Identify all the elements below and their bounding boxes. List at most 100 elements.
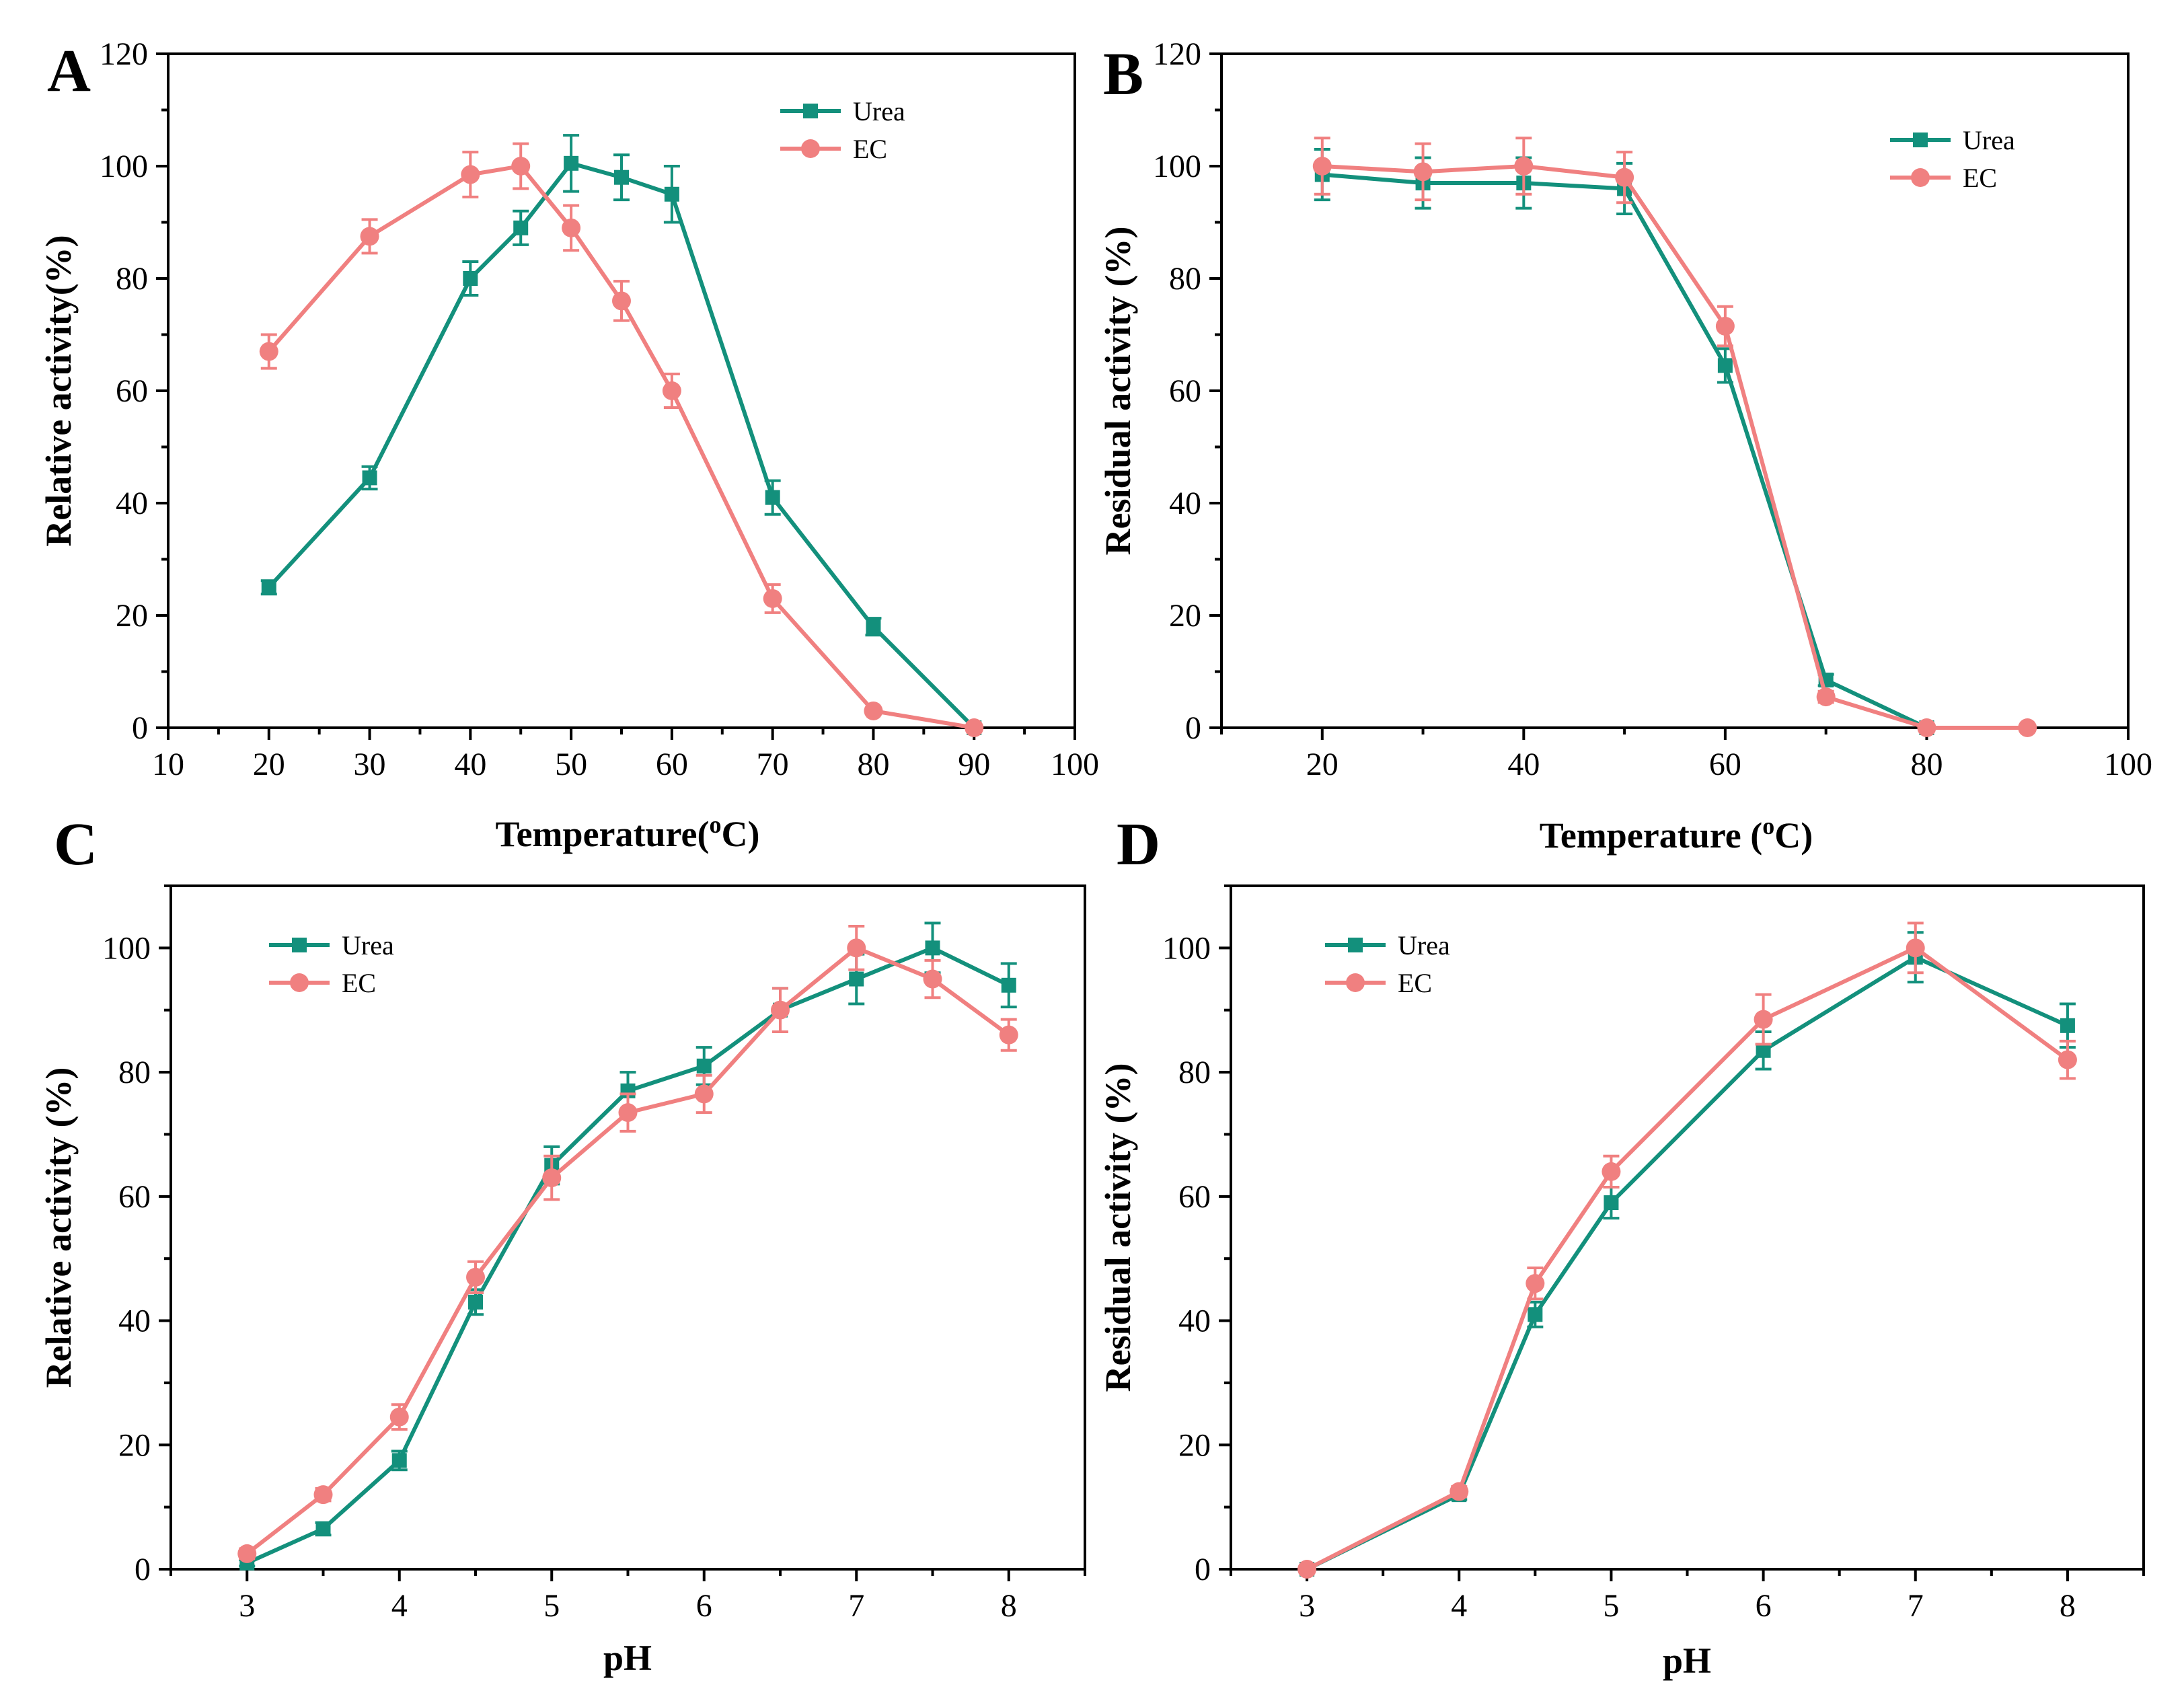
data-point	[1917, 718, 1936, 737]
data-point	[1604, 1195, 1619, 1211]
data-point	[463, 271, 478, 286]
series-urea	[239, 921, 1017, 1571]
series-line	[267, 161, 976, 730]
legend-marker	[1911, 168, 1930, 187]
legend: Urea EC	[1890, 125, 2015, 193]
y-tick-label: 0	[132, 710, 148, 746]
legend-label: Urea	[342, 930, 394, 960]
data-point	[771, 1000, 790, 1020]
panel-B: 20 40 60 80 100 0 20 40 60 80 100 120 Temperature (o…	[1098, 36, 2152, 856]
x-tick-label: 3	[239, 1588, 255, 1624]
x-tick-label: 6	[696, 1588, 712, 1624]
x-tick-label: 20	[1306, 747, 1339, 782]
y-tick-label: 100	[1153, 149, 1201, 184]
x-tick-label: 20	[253, 747, 285, 782]
y-tick-label: 40	[1178, 1304, 1211, 1339]
data-point	[237, 1544, 257, 1563]
y-tick-label: 80	[118, 1055, 151, 1090]
data-point	[664, 186, 679, 202]
data-point	[1312, 157, 1332, 176]
data-point	[1602, 1162, 1621, 1181]
y-tick-label: 80	[1178, 1055, 1211, 1090]
y-axis-title: Residual activity (%)	[1098, 227, 1138, 556]
x-tick-label: 50	[555, 747, 587, 782]
y-tick-label: 100	[1162, 930, 1211, 966]
data-point	[614, 169, 629, 185]
data-point	[261, 580, 276, 595]
y-tick-label: 80	[116, 261, 148, 297]
y-tick-label: 60	[1178, 1179, 1211, 1215]
series-line	[246, 946, 1010, 1565]
y-tick-label: 40	[116, 486, 148, 521]
x-tick-label: 80	[857, 747, 889, 782]
legend-marker	[290, 973, 309, 992]
data-point	[612, 291, 631, 311]
legend-label: EC	[1963, 163, 1997, 193]
data-point	[461, 165, 480, 184]
y-tick-label: 20	[118, 1427, 151, 1463]
x-tick-label: 8	[2060, 1588, 2076, 1624]
x-axis-title: pH	[1663, 1641, 1711, 1681]
legend-label: EC	[342, 968, 376, 998]
y-tick-label: 0	[1195, 1552, 1211, 1587]
x-tick-label: 100	[1051, 747, 1099, 782]
data-point	[389, 1407, 409, 1427]
series-ec	[1297, 921, 2077, 1579]
data-point	[2018, 718, 2037, 737]
data-point	[1449, 1482, 1469, 1501]
y-axis-title: Residual activity (%)	[1098, 1063, 1138, 1392]
legend-label: EC	[1398, 968, 1432, 998]
series-line	[1322, 172, 1928, 730]
legend: Urea EC	[780, 96, 905, 164]
x-tick-label: 10	[152, 747, 184, 782]
y-axis-title: Relative activity (%)	[38, 1067, 79, 1388]
data-point	[618, 1103, 638, 1123]
panel-letter: A	[47, 38, 91, 104]
data-point	[1906, 938, 1925, 958]
y-tick-label: 100	[100, 149, 148, 184]
series-ec	[259, 142, 984, 737]
x-tick-label: 80	[1910, 747, 1943, 782]
data-point	[259, 342, 278, 361]
x-tick-label: 3	[1299, 1588, 1315, 1624]
y-tick-label: 60	[118, 1179, 151, 1215]
legend-label: EC	[853, 134, 887, 164]
data-point	[849, 971, 864, 987]
y-tick-label: 120	[1153, 36, 1201, 72]
legend-marker	[1348, 938, 1363, 952]
data-point	[965, 718, 984, 737]
series-ec	[237, 925, 1018, 1563]
data-point	[513, 220, 529, 235]
data-point	[313, 1485, 333, 1505]
data-point	[362, 470, 377, 486]
data-point	[360, 227, 379, 246]
data-point	[1615, 167, 1634, 187]
legend-label: Urea	[853, 96, 905, 126]
panel-letter: B	[1103, 41, 1143, 108]
x-tick-label: 7	[848, 1588, 864, 1624]
legend-label: Urea	[1963, 125, 2015, 155]
series-line	[1322, 163, 2028, 730]
data-point	[847, 938, 866, 958]
y-tick-label: 80	[1169, 261, 1201, 297]
series-urea	[1300, 931, 2076, 1577]
data-point	[923, 969, 942, 989]
data-point	[1526, 1274, 1545, 1293]
series-urea	[1314, 147, 1934, 735]
data-point	[694, 1084, 714, 1104]
x-tick-label: 90	[958, 747, 990, 782]
legend-marker	[1913, 133, 1928, 147]
y-tick-label: 0	[1185, 710, 1201, 746]
data-point	[864, 701, 883, 720]
y-tick-label: 100	[102, 930, 151, 966]
x-tick-label: 6	[1756, 1588, 1772, 1624]
data-point	[1514, 157, 1534, 176]
data-point	[1715, 316, 1735, 336]
legend: Urea EC	[269, 930, 394, 998]
legend-marker	[803, 104, 818, 118]
data-point	[466, 1267, 485, 1287]
legend-marker	[801, 139, 820, 158]
legend-label: Urea	[1398, 930, 1450, 960]
legend-marker	[1346, 973, 1365, 992]
